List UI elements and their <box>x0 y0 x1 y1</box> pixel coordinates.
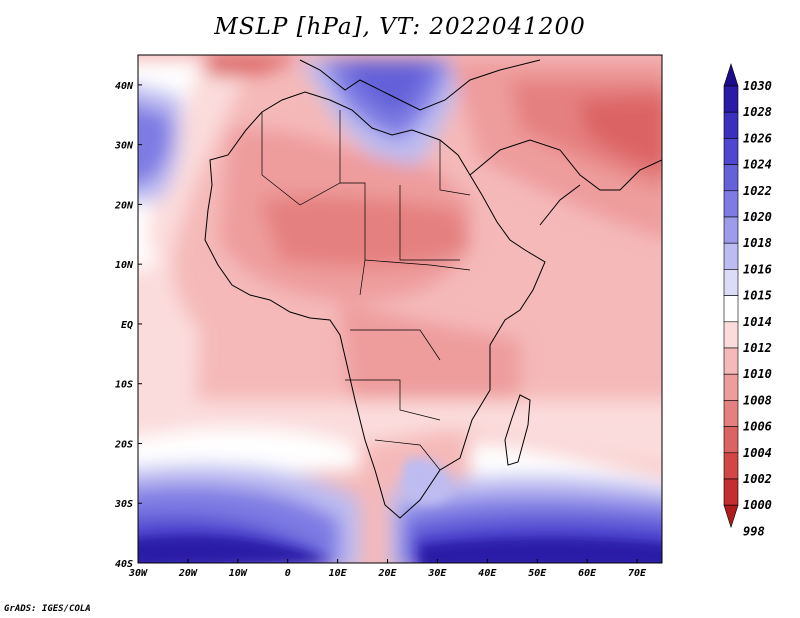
colorbar-swatch <box>723 295 739 323</box>
colorbar-swatch <box>723 373 739 401</box>
colorbar-label: 1028 <box>743 105 772 119</box>
plot-frame <box>137 54 663 564</box>
colorbar-label: 1016 <box>743 262 772 276</box>
colorbar-label: 1022 <box>743 184 772 198</box>
map-title: MSLP [hPa], VT: 2022041200 <box>214 14 586 40</box>
grads-credit: GrADS: IGES/COLA <box>4 604 91 614</box>
lon-tick-label: 30W <box>128 568 148 579</box>
colorbar-swatch <box>723 242 739 270</box>
colorbar-swatch <box>723 85 739 113</box>
colorbar-swatch <box>723 400 739 427</box>
lat-tick-label: 20S <box>114 439 133 450</box>
colorbar-swatch <box>723 478 739 506</box>
colorbar: 1030 1028 1026 1024 1022 1020 1018 1016 1015 1014… <box>723 63 772 538</box>
colorbar-label: 1004 <box>743 446 772 460</box>
colorbar-label: 1026 <box>743 131 772 145</box>
lon-tick-label: 30E <box>427 568 447 579</box>
lon-tick-label: 0 <box>285 568 291 579</box>
lon-tick-label: 20W <box>178 568 198 579</box>
colorbar-swatch <box>723 111 739 139</box>
colorbar-swatch <box>723 216 739 244</box>
lon-tick-label: 10E <box>329 568 348 579</box>
colorbar-swatch <box>723 269 739 296</box>
colorbar-swatch <box>723 138 739 165</box>
lat-tick-label: 20N <box>114 200 134 211</box>
colorbar-label: 1018 <box>743 236 772 250</box>
lat-tick-label: 40S <box>115 559 133 570</box>
axis-ticks: 30W 20W 10W 0 10E 20E 30E 40E 50E 60E 70E 40N 30N 20N… <box>114 81 647 579</box>
lat-tick-label: 40N <box>115 81 134 92</box>
lon-tick-label: 20E <box>377 568 397 579</box>
colorbar-label: 1014 <box>743 315 772 329</box>
colorbar-label: 1020 <box>743 210 772 224</box>
colorbar-swatch <box>723 452 739 480</box>
colorbar-swatch <box>723 321 739 349</box>
colorbar-swatch <box>723 347 739 375</box>
colorbar-label: 1012 <box>743 341 772 355</box>
colorbar-label: 1015 <box>743 289 772 303</box>
colorbar-label: 1010 <box>743 367 772 381</box>
lat-tick-label: 30N <box>114 141 134 152</box>
lat-tick-label: 10S <box>115 380 133 391</box>
lon-tick-label: 60E <box>578 568 597 579</box>
colorbar-arrow-low <box>723 504 739 529</box>
colorbar-swatch <box>723 190 739 218</box>
coastlines <box>204 59 662 519</box>
colorbar-label: 1000 <box>743 498 772 512</box>
lon-tick-label: 10W <box>229 568 248 579</box>
country-borders <box>261 110 471 471</box>
colorbar-label: 1006 <box>743 420 772 434</box>
colorbar-label: 1002 <box>743 472 772 486</box>
colorbar-label: 998 <box>743 524 765 538</box>
colorbar-swatch <box>723 164 739 192</box>
colorbar-label: 1024 <box>743 158 772 172</box>
colorbar-swatch <box>723 426 739 454</box>
pressure-field <box>138 55 662 563</box>
colorbar-label: 1030 <box>743 79 772 93</box>
lon-tick-label: 70E <box>628 568 647 579</box>
lat-tick-label: 30S <box>114 499 133 510</box>
lat-tick-label: 10N <box>115 260 134 271</box>
lat-tick-label: EQ <box>121 320 133 331</box>
lon-tick-label: 50E <box>528 568 547 579</box>
colorbar-arrow-high <box>723 63 739 87</box>
colorbar-label: 1008 <box>743 393 772 407</box>
lon-tick-label: 40E <box>478 568 497 579</box>
